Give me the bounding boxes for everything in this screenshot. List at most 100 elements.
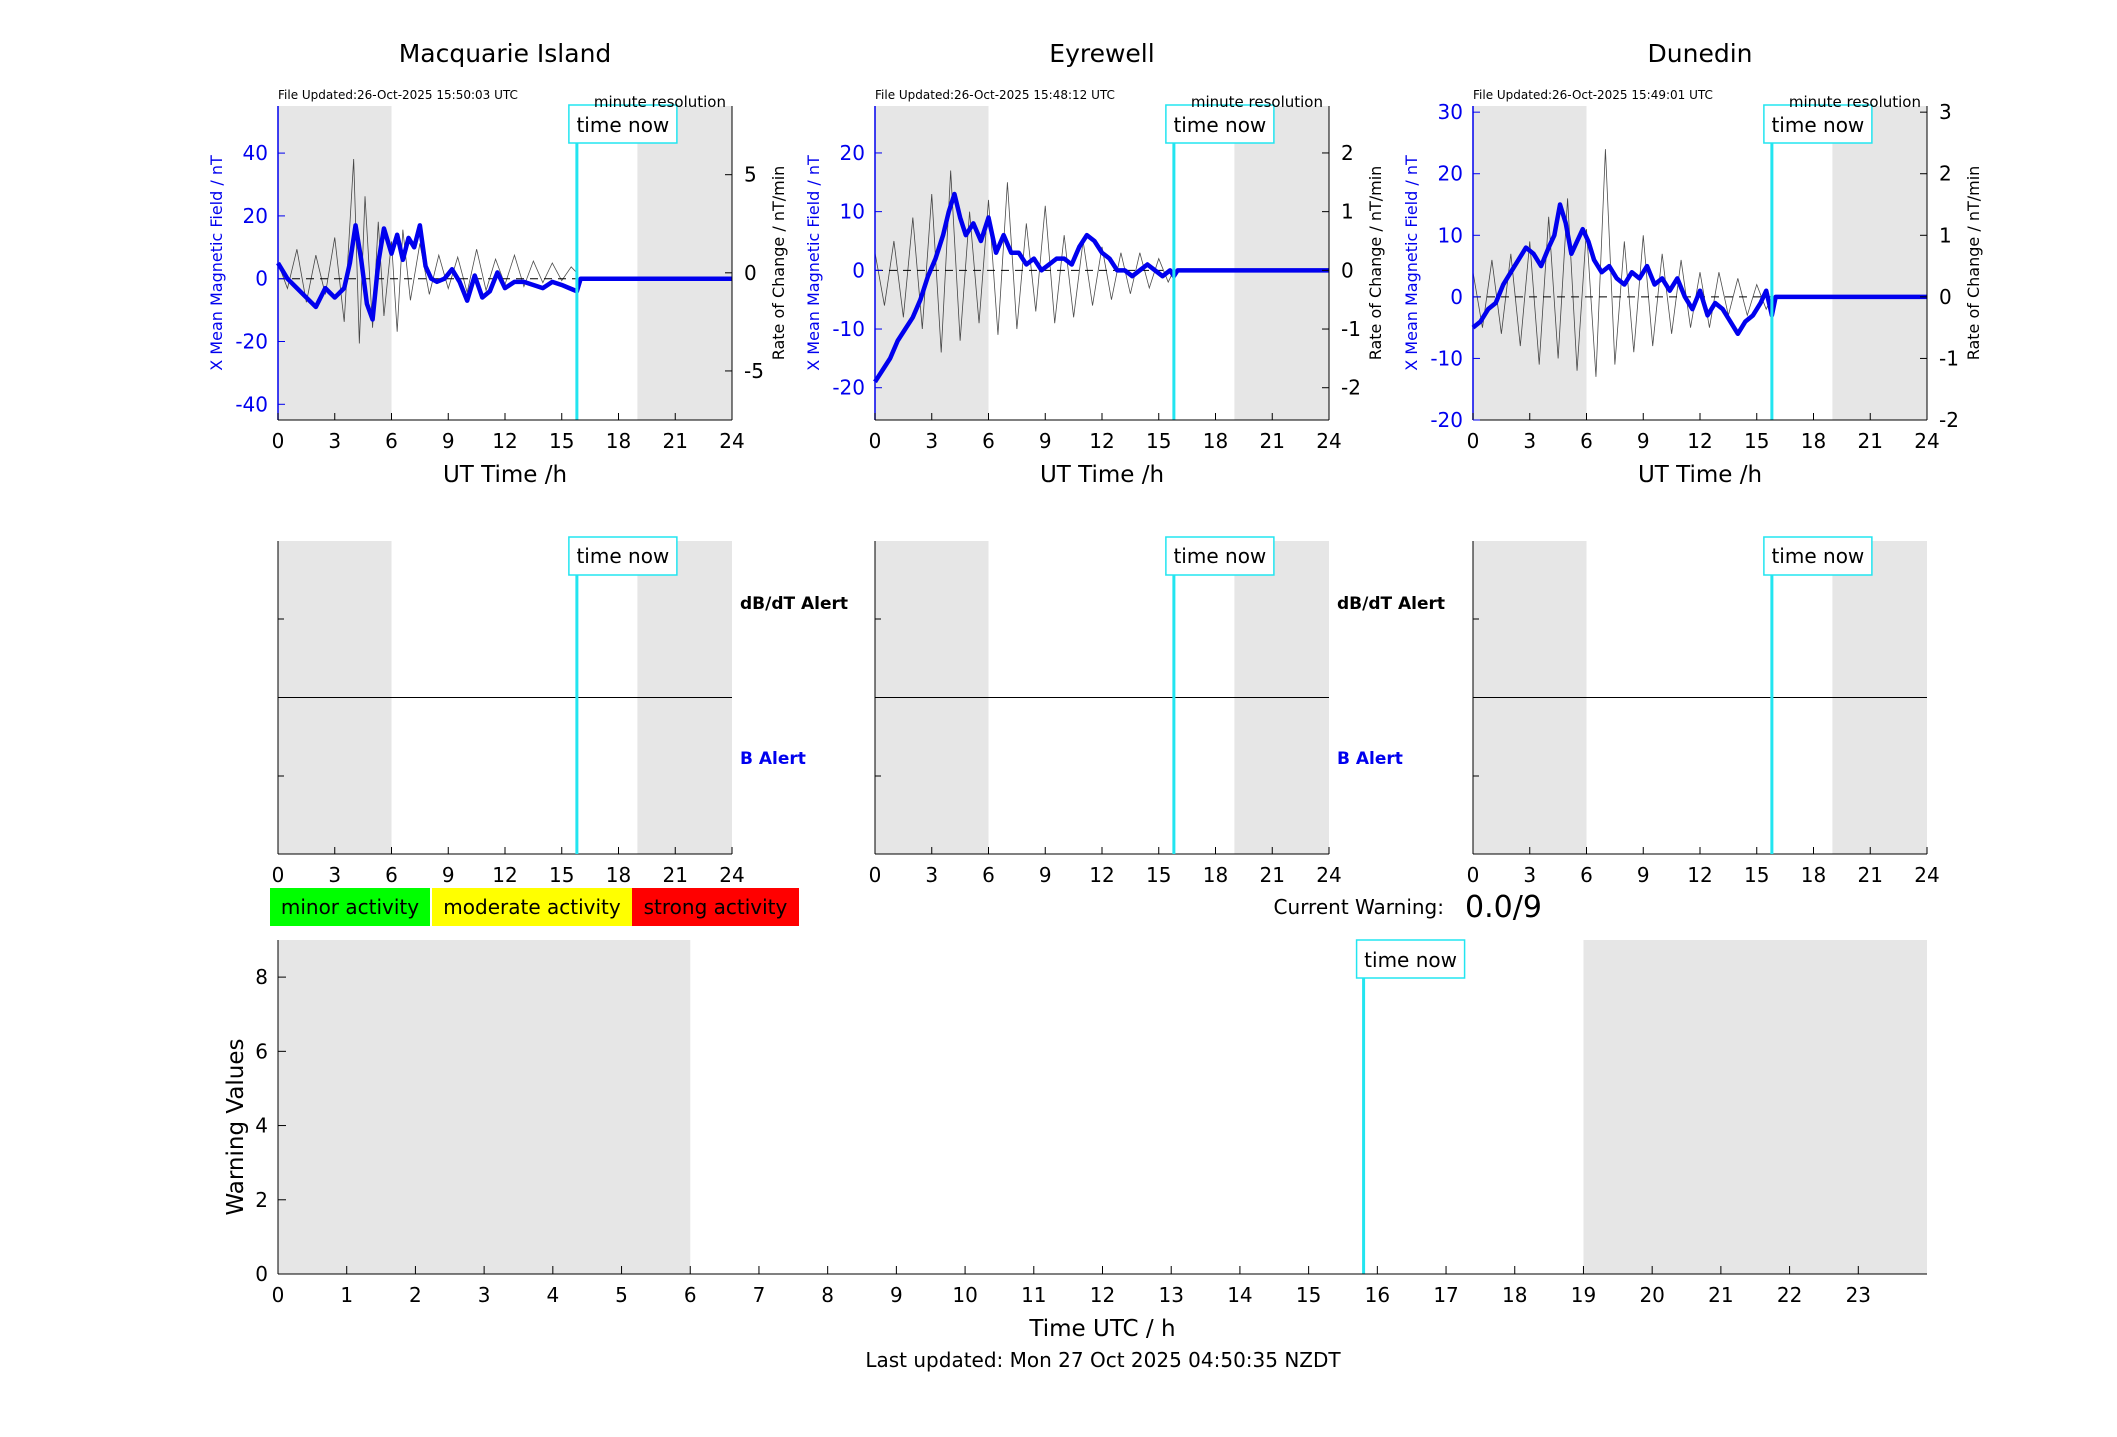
alert-x-tick-label: 18 <box>1801 863 1826 887</box>
y-right-tick-label: -2 <box>1341 376 1361 400</box>
resolution-text: minute resolution <box>1191 93 1323 111</box>
warning-x-tick-label: 4 <box>546 1283 559 1307</box>
y-left-tick-label: 20 <box>840 141 865 165</box>
current-warning-value: 0.0/9 <box>1465 890 1542 925</box>
alert-time-now-box <box>1165 536 1275 576</box>
alert-x-tick-label: 3 <box>328 863 341 887</box>
x-tick-label: 18 <box>1801 429 1826 453</box>
alert-x-tick-label: 12 <box>492 863 517 887</box>
x-tick-label: 18 <box>1203 429 1228 453</box>
warning-y-tick-label: 6 <box>255 1039 268 1063</box>
y-right-tick-label: -1 <box>1341 317 1361 341</box>
warning-x-tick-label: 1 <box>340 1283 353 1307</box>
x-axis-label: UT Time /h <box>443 462 567 488</box>
warning-x-tick-label: 9 <box>890 1283 903 1307</box>
legend-swatch-minor <box>270 888 430 926</box>
warning-x-tick-label: 12 <box>1090 1283 1115 1307</box>
x-axis-label: UT Time /h <box>1638 462 1762 488</box>
warning-night-shade <box>1583 940 1927 1274</box>
alert-x-tick-label: 18 <box>606 863 631 887</box>
y-left-tick-label: -10 <box>1430 346 1463 370</box>
station-title: Macquarie Island <box>399 39 612 68</box>
alert-x-tick-label: 0 <box>869 863 882 887</box>
y-right-tick-label: -1 <box>1939 346 1959 370</box>
warning-x-tick-label: 6 <box>684 1283 697 1307</box>
station-title: Dunedin <box>1648 39 1753 68</box>
x-tick-label: 9 <box>1039 429 1052 453</box>
warning-x-axis-label: Time UTC / h <box>1028 1316 1175 1342</box>
alert-time-now-box <box>568 536 678 576</box>
x-tick-label: 6 <box>1580 429 1593 453</box>
y-right-axis-label: Rate of Change / nT/min <box>1964 166 1983 361</box>
warning-x-tick-label: 22 <box>1777 1283 1802 1307</box>
x-tick-label: 24 <box>1914 429 1939 453</box>
alert-x-tick-label: 9 <box>442 863 455 887</box>
alert-x-tick-label: 15 <box>549 863 574 887</box>
y-right-tick-label: 0 <box>744 261 757 285</box>
y-left-tick-label: -40 <box>235 392 268 416</box>
y-left-tick-label: 0 <box>1450 285 1463 309</box>
night-shade <box>1234 106 1329 420</box>
warning-night-shade <box>278 940 691 1274</box>
alert-x-tick-label: 15 <box>1744 863 1769 887</box>
x-tick-label: 0 <box>272 429 285 453</box>
x-tick-label: 18 <box>606 429 631 453</box>
x-tick-label: 15 <box>1744 429 1769 453</box>
y-right-tick-label: 1 <box>1341 200 1354 224</box>
alert-x-tick-label: 3 <box>925 863 938 887</box>
x-tick-label: 21 <box>1260 429 1285 453</box>
warning-x-tick-label: 5 <box>615 1283 628 1307</box>
alert-x-tick-label: 18 <box>1203 863 1228 887</box>
x-tick-label: 15 <box>1146 429 1171 453</box>
warning-x-tick-label: 2 <box>409 1283 422 1307</box>
x-tick-label: 24 <box>1316 429 1341 453</box>
magnetic-field-series <box>276 223 732 322</box>
y-left-axis-label: X Mean Magnetic Field / nT <box>804 155 823 371</box>
alert-x-tick-label: 21 <box>1858 863 1883 887</box>
x-tick-label: 0 <box>1467 429 1480 453</box>
last-updated-text: Last updated: Mon 27 Oct 2025 04:50:35 N… <box>865 1348 1341 1372</box>
x-tick-label: 9 <box>442 429 455 453</box>
y-left-tick-label: -10 <box>832 317 865 341</box>
file-updated-text: File Updated:26-Oct-2025 15:49:01 UTC <box>1473 88 1713 102</box>
y-right-tick-label: 2 <box>1939 162 1952 186</box>
alert-time-now-label: time now <box>1771 544 1864 568</box>
dbdt-alert-label: dB/dT Alert <box>740 594 848 614</box>
y-right-axis-label: Rate of Change / nT/min <box>1366 166 1385 361</box>
time-now-label: time now <box>1173 113 1266 137</box>
warning-y-tick-label: 0 <box>255 1262 268 1286</box>
legend-label-strong: strong activity <box>644 895 788 919</box>
x-tick-label: 12 <box>492 429 517 453</box>
x-axis-label: UT Time /h <box>1040 462 1164 488</box>
y-right-tick-label: 3 <box>1939 100 1952 124</box>
warning-x-tick-label: 15 <box>1296 1283 1321 1307</box>
warning-x-tick-label: 23 <box>1846 1283 1871 1307</box>
x-tick-label: 21 <box>663 429 688 453</box>
warning-x-tick-label: 14 <box>1227 1283 1252 1307</box>
activity-legend: minor activity moderate activity strong ac… <box>270 888 799 926</box>
night-shade <box>637 106 732 420</box>
y-left-tick-label: 40 <box>243 141 268 165</box>
warning-x-tick-label: 17 <box>1433 1283 1458 1307</box>
time-now-label: time now <box>1771 113 1864 137</box>
y-right-tick-label: 0 <box>1341 258 1354 282</box>
y-right-axis-label: Rate of Change / nT/min <box>769 166 788 361</box>
alert-x-tick-label: 12 <box>1089 863 1114 887</box>
warning-x-tick-label: 13 <box>1158 1283 1183 1307</box>
y-left-tick-label: 10 <box>1438 223 1463 247</box>
warning-x-tick-label: 0 <box>272 1283 285 1307</box>
alert-x-tick-label: 9 <box>1637 863 1650 887</box>
y-right-tick-label: -2 <box>1939 408 1959 432</box>
y-left-tick-label: 0 <box>255 267 268 291</box>
warning-x-tick-label: 10 <box>952 1283 977 1307</box>
legend-label-minor: minor activity <box>281 895 419 919</box>
alert-x-tick-label: 0 <box>1467 863 1480 887</box>
file-updated-text: File Updated:26-Oct-2025 15:48:12 UTC <box>875 88 1115 102</box>
magnetic-field-series <box>873 191 1329 384</box>
y-left-tick-label: 10 <box>840 200 865 224</box>
warning-x-tick-label: 16 <box>1365 1283 1390 1307</box>
